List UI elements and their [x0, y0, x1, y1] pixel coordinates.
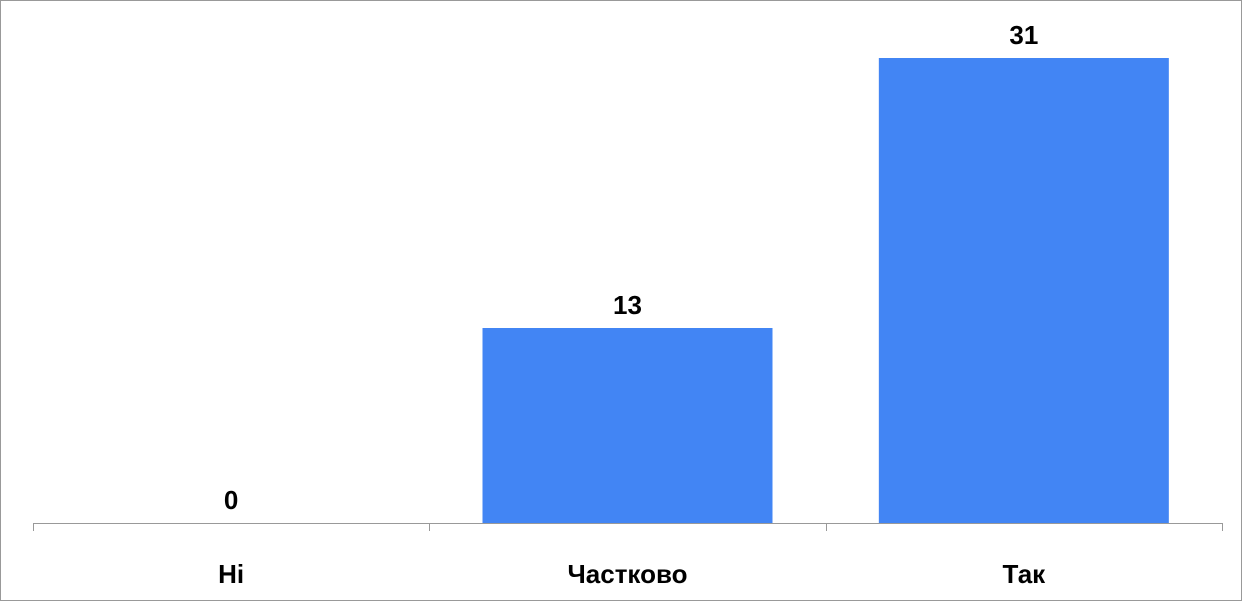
bar	[482, 328, 773, 523]
bar-value-label: 13	[613, 290, 642, 320]
x-axis	[33, 523, 1223, 531]
bars-group	[482, 58, 1169, 523]
bar-value-label: 0	[224, 485, 238, 515]
value-labels-group: 0 13 31	[224, 20, 1038, 515]
bar	[878, 58, 1169, 523]
category-label: Ні	[218, 559, 244, 589]
bar-value-label: 31	[1009, 20, 1038, 50]
category-label: Частково	[568, 559, 688, 589]
category-labels-group: Ні Частково Так	[218, 559, 1046, 589]
category-label: Так	[1002, 559, 1046, 589]
